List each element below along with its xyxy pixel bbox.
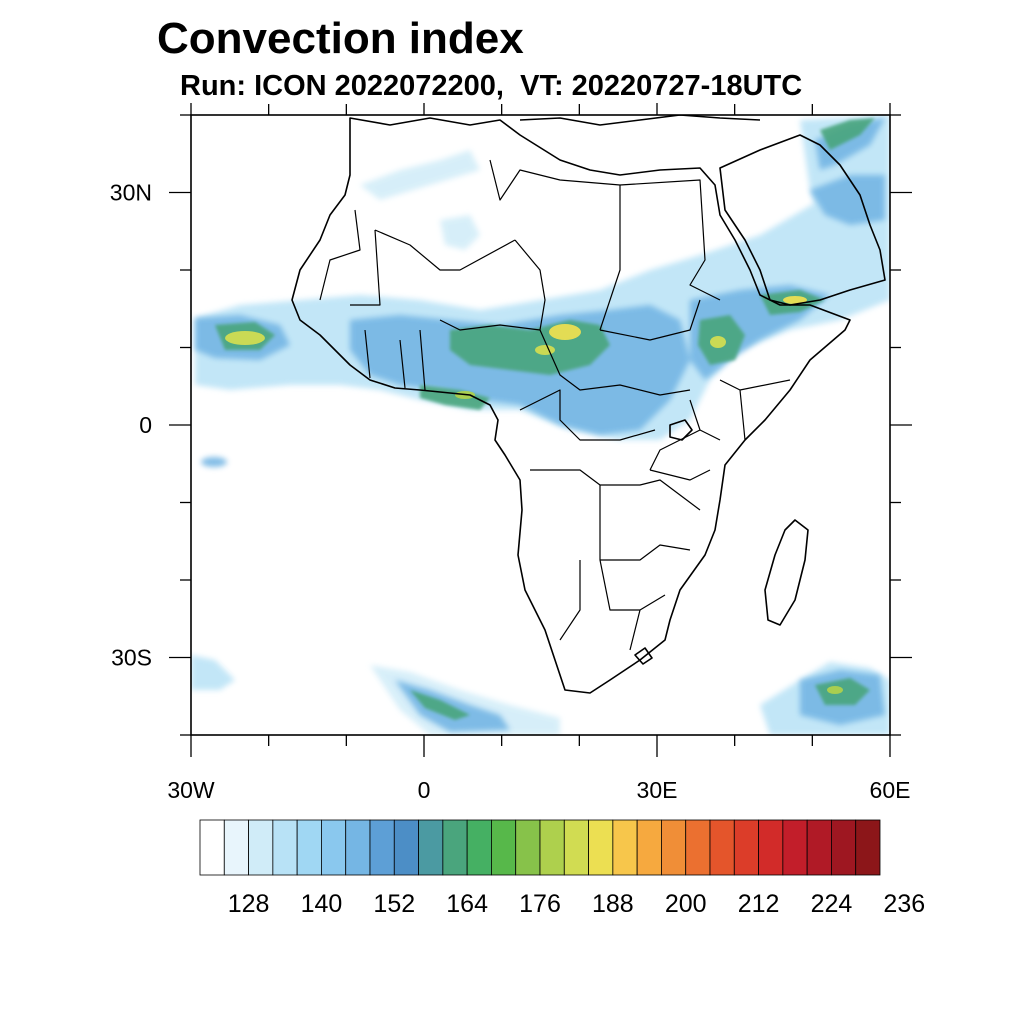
- europe-coastline: [519, 115, 761, 126]
- colorbar-swatch: [248, 819, 274, 876]
- colorbar-swatch: [491, 819, 517, 876]
- colorbar-label: 164: [446, 890, 488, 918]
- colorbar-swatch: [636, 819, 662, 876]
- page-subtitle: Run: ICON 2022072200, VT: 20220727-18UTC: [180, 70, 803, 102]
- colorbar-swatch: [199, 819, 225, 876]
- colorbar-label: 200: [665, 890, 707, 918]
- convection-peak-indian-ocean: [827, 686, 843, 694]
- africa-coastline: [291, 117, 851, 694]
- convection-core-south-atlantic: [410, 690, 470, 720]
- colorbar-label: 212: [738, 890, 780, 918]
- convection-peak-chad: [535, 345, 555, 355]
- map-plot-area: [191, 115, 890, 735]
- colorbar-swatch: [418, 819, 444, 876]
- colorbar-label: 188: [592, 890, 634, 918]
- convection-core-red-sea: [820, 118, 875, 150]
- madagascar-coastline: [764, 519, 809, 626]
- convection-peak-yemen: [783, 296, 807, 304]
- colorbar-swatch: [588, 819, 614, 876]
- colorbar-swatch: [661, 819, 687, 876]
- axis-ticks: [169, 103, 912, 757]
- lon-tick-label: 30W: [167, 777, 215, 803]
- axis-labels: 30W 0 30E 60E 30N 0 30S: [110, 180, 911, 804]
- colorbar-swatch: [345, 819, 371, 876]
- colorbar-label: 176: [519, 890, 561, 918]
- colorbar-swatch: [685, 819, 711, 876]
- colorbar-swatch: [296, 819, 322, 876]
- convection-peak-atlantic: [225, 331, 265, 345]
- colorbar: 128 140 152 164 176 188 200 212 224 236: [199, 819, 925, 918]
- colorbar-swatch: [563, 819, 589, 876]
- colorbar-swatch: [321, 819, 347, 876]
- convection-area-south-atlantic-core: [395, 680, 510, 732]
- colorbar-label: 236: [883, 890, 925, 918]
- convection-area-south-atlantic: [370, 665, 560, 735]
- land-outlines: [291, 115, 886, 694]
- convection-area-nw-africa: [360, 150, 480, 200]
- colorbar-label: 128: [228, 890, 270, 918]
- lon-tick-label: 30E: [637, 777, 678, 803]
- convection-area-sahara-patch: [440, 215, 480, 250]
- colorbar-swatch: [855, 819, 881, 876]
- country-borders: [319, 159, 791, 651]
- colorbar-swatch: [272, 819, 298, 876]
- convection-core-indian-ocean: [815, 678, 870, 705]
- colorbar-swatch: [223, 819, 249, 876]
- colorbar-swatch: [782, 819, 808, 876]
- colorbar-label: 224: [811, 890, 853, 918]
- colorbar-swatch: [758, 819, 784, 876]
- lesotho-border: [634, 647, 653, 665]
- colorbar-swatch: [612, 819, 638, 876]
- colorbar-swatch: [733, 819, 759, 876]
- colorbar-swatch: [539, 819, 565, 876]
- colorbar-swatch: [515, 819, 541, 876]
- colorbar-swatch: [831, 819, 857, 876]
- convection-peak-layer: [225, 296, 843, 694]
- page-title: Convection index: [157, 14, 524, 63]
- colorbar-label: 152: [373, 890, 415, 918]
- lat-tick-label: 0: [139, 412, 152, 438]
- lat-tick-label: 30N: [110, 180, 152, 206]
- colorbar-label: 140: [301, 890, 343, 918]
- arabia-coastline: [719, 134, 886, 306]
- colorbar-swatch: [709, 819, 735, 876]
- lake-victoria: [669, 419, 693, 441]
- convection-area-gulf-of-guinea-spot: [201, 457, 227, 467]
- colorbar-swatch: [442, 819, 468, 876]
- lon-tick-label: 0: [418, 777, 431, 803]
- lat-tick-label: 30S: [111, 645, 152, 671]
- lon-tick-label: 60E: [870, 777, 911, 803]
- colorbar-swatch: [806, 819, 832, 876]
- colorbar-swatch: [466, 819, 492, 876]
- convection-peak-cameroon: [549, 324, 581, 340]
- map-frame-background: [191, 115, 890, 735]
- convection-area-west-atlantic: [191, 655, 235, 690]
- colorbar-swatch: [369, 819, 395, 876]
- colorbar-swatch: [393, 819, 419, 876]
- convection-peak-ethiopia: [710, 336, 726, 348]
